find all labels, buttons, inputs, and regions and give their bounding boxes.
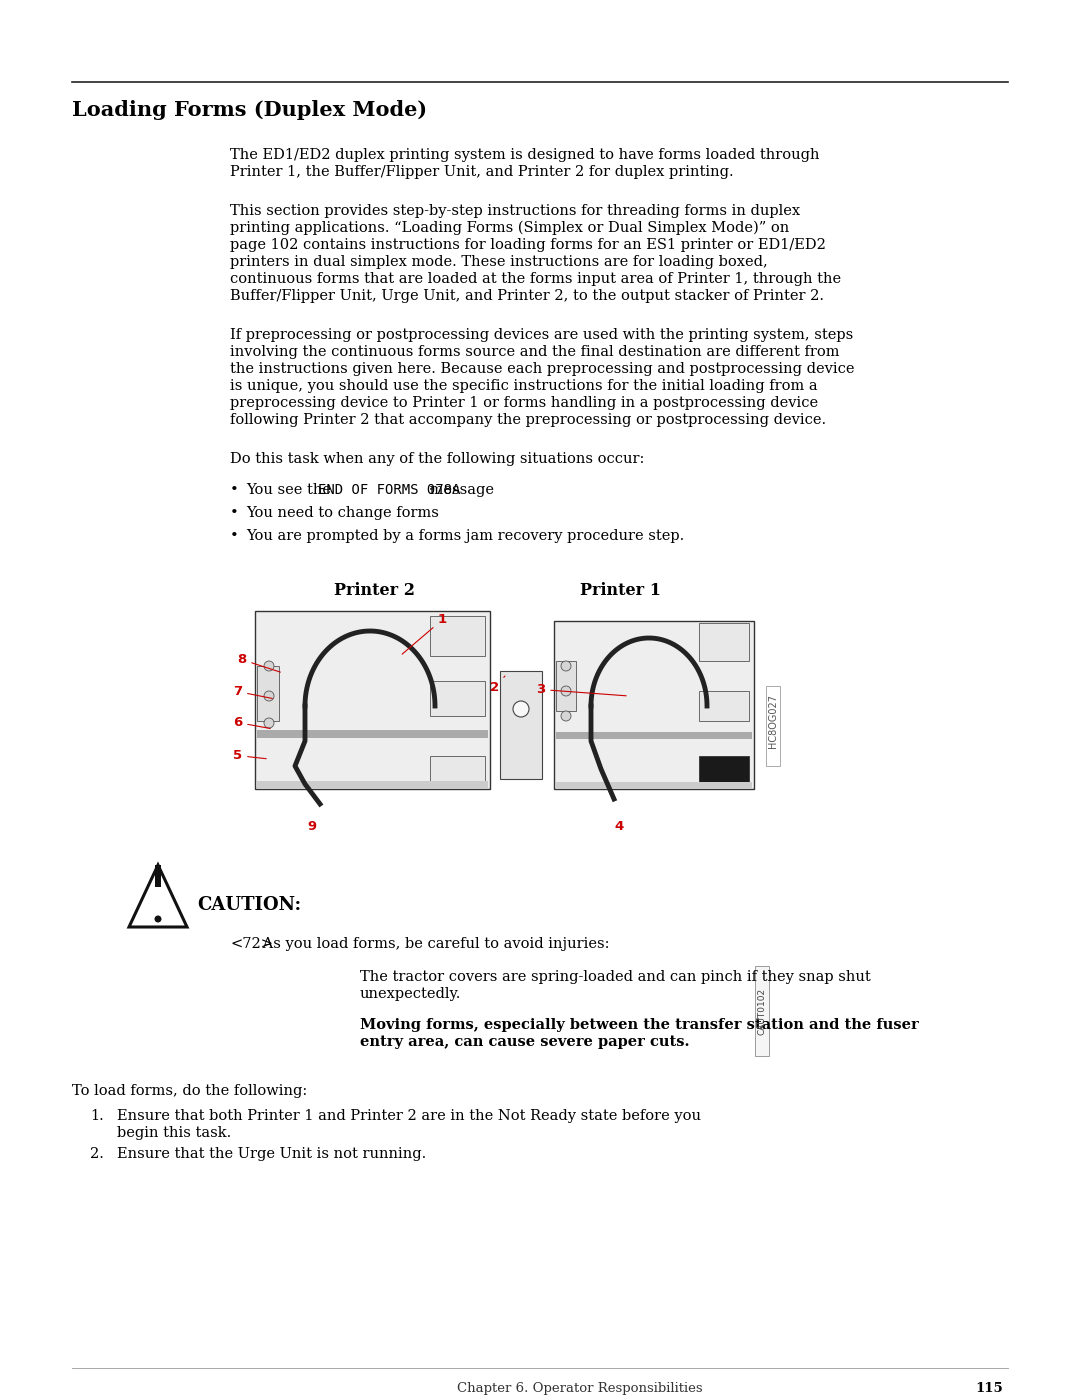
Text: begin this task.: begin this task. — [117, 1126, 231, 1140]
Text: entry area, can cause severe paper cuts.: entry area, can cause severe paper cuts. — [360, 1035, 689, 1049]
Text: Moving forms, especially between the transfer station and the fuser: Moving forms, especially between the tra… — [360, 1018, 919, 1032]
Bar — [699, 623, 750, 661]
Text: 7: 7 — [233, 685, 272, 698]
Bar — [755, 965, 769, 1056]
Text: To load forms, do the following:: To load forms, do the following: — [72, 1084, 307, 1098]
Text: If preprocessing or postprocessing devices are used with the printing system, st: If preprocessing or postprocessing devic… — [230, 328, 853, 342]
Bar — [554, 622, 754, 789]
Bar — [430, 616, 485, 657]
Text: The tractor covers are spring-loaded and can pinch if they snap shut: The tractor covers are spring-loaded and… — [360, 970, 870, 983]
Bar — [556, 782, 752, 789]
Circle shape — [561, 711, 571, 721]
Text: printing applications. “Loading Forms (Simplex or Dual Simplex Mode)” on: printing applications. “Loading Forms (S… — [230, 221, 789, 235]
Bar — [430, 756, 485, 784]
Text: Printer 1: Printer 1 — [580, 583, 661, 599]
Circle shape — [561, 661, 571, 671]
Text: 8: 8 — [237, 652, 281, 672]
Text: You need to change forms: You need to change forms — [246, 506, 438, 520]
Text: 2: 2 — [490, 676, 505, 694]
Bar — [257, 731, 488, 738]
Bar — [500, 671, 542, 780]
Text: 9: 9 — [308, 820, 316, 834]
Bar — [699, 692, 750, 721]
Text: is unique, you should use the specific instructions for the initial loading from: is unique, you should use the specific i… — [230, 379, 818, 393]
Text: 6: 6 — [233, 717, 270, 729]
Text: CAUT0102: CAUT0102 — [757, 988, 767, 1035]
Text: unexpectedly.: unexpectedly. — [360, 988, 461, 1002]
Text: 1: 1 — [402, 613, 447, 654]
Bar — [255, 610, 490, 789]
Bar — [556, 661, 576, 711]
Circle shape — [264, 718, 274, 728]
Text: <72>: <72> — [230, 937, 273, 951]
Text: printers in dual simplex mode. These instructions are for loading boxed,: printers in dual simplex mode. These ins… — [230, 256, 768, 270]
Text: Ensure that the Urge Unit is not running.: Ensure that the Urge Unit is not running… — [117, 1147, 427, 1161]
Circle shape — [154, 915, 162, 922]
Circle shape — [264, 692, 274, 701]
Circle shape — [264, 661, 274, 671]
Text: 115: 115 — [975, 1382, 1003, 1396]
Text: END OF FORMS 078A: END OF FORMS 078A — [318, 483, 460, 497]
Bar — [430, 680, 485, 717]
Text: Buffer/Flipper Unit, Urge Unit, and Printer 2, to the output stacker of Printer : Buffer/Flipper Unit, Urge Unit, and Prin… — [230, 289, 824, 303]
Bar — [257, 666, 279, 721]
Text: •: • — [230, 506, 239, 520]
Text: HC8OG027: HC8OG027 — [768, 694, 778, 747]
Text: Chapter 6. Operator Responsibilities: Chapter 6. Operator Responsibilities — [457, 1382, 703, 1396]
Bar — [699, 756, 750, 784]
Text: This section provides step-by-step instructions for threading forms in duplex: This section provides step-by-step instr… — [230, 204, 800, 218]
Text: You see the: You see the — [246, 483, 336, 497]
Text: As you load forms, be careful to avoid injuries:: As you load forms, be careful to avoid i… — [258, 937, 609, 951]
Bar — [556, 732, 752, 739]
Text: CAUTION:: CAUTION: — [197, 895, 301, 914]
Text: •: • — [230, 483, 239, 497]
Text: Ensure that both Printer 1 and Printer 2 are in the Not Ready state before you: Ensure that both Printer 1 and Printer 2… — [117, 1109, 701, 1123]
Text: continuous forms that are loaded at the forms input area of Printer 1, through t: continuous forms that are loaded at the … — [230, 272, 841, 286]
Text: 3: 3 — [536, 683, 626, 696]
Text: •: • — [230, 529, 239, 543]
Text: 5: 5 — [233, 749, 267, 761]
Text: the instructions given here. Because each preprocessing and postprocessing devic: the instructions given here. Because eac… — [230, 362, 854, 376]
Text: Loading Forms (Duplex Mode): Loading Forms (Duplex Mode) — [72, 101, 427, 120]
Text: involving the continuous forms source and the final destination are different fr: involving the continuous forms source an… — [230, 345, 839, 359]
Text: following Printer 2 that accompany the preprocessing or postprocessing device.: following Printer 2 that accompany the p… — [230, 414, 826, 427]
Text: page 102 contains instructions for loading forms for an ES1 printer or ED1/ED2: page 102 contains instructions for loadi… — [230, 237, 826, 251]
Text: Do this task when any of the following situations occur:: Do this task when any of the following s… — [230, 453, 645, 467]
Text: Printer 2: Printer 2 — [335, 583, 416, 599]
Text: 2.: 2. — [90, 1147, 104, 1161]
Text: 1.: 1. — [90, 1109, 104, 1123]
Bar — [257, 781, 488, 789]
Bar — [766, 686, 780, 766]
Text: preprocessing device to Printer 1 or forms handling in a postprocessing device: preprocessing device to Printer 1 or for… — [230, 395, 819, 409]
Polygon shape — [129, 865, 187, 928]
Text: message: message — [426, 483, 495, 497]
Text: Printer 1, the Buffer/Flipper Unit, and Printer 2 for duplex printing.: Printer 1, the Buffer/Flipper Unit, and … — [230, 165, 733, 179]
Text: 4: 4 — [615, 820, 623, 834]
Circle shape — [561, 686, 571, 696]
Bar — [156, 865, 161, 887]
Text: The ED1/ED2 duplex printing system is designed to have forms loaded through: The ED1/ED2 duplex printing system is de… — [230, 148, 820, 162]
Text: You are prompted by a forms jam recovery procedure step.: You are prompted by a forms jam recovery… — [246, 529, 685, 543]
Circle shape — [513, 701, 529, 717]
